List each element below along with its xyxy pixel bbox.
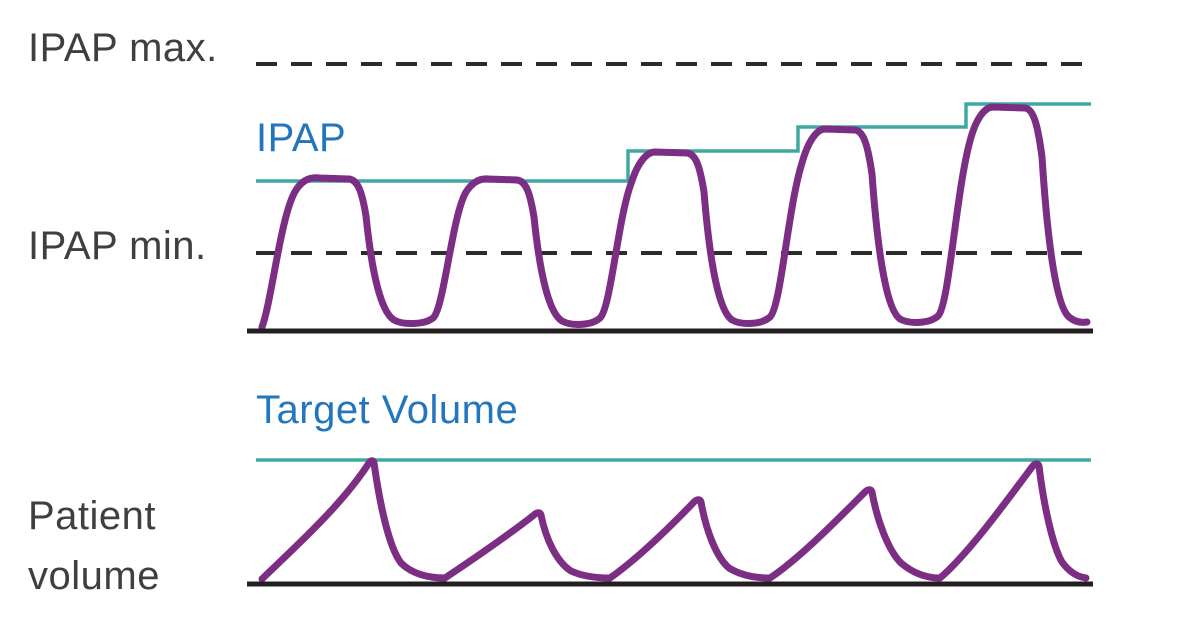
ipap-max-label: IPAP max. bbox=[28, 26, 218, 70]
ipap-step-line bbox=[256, 102, 1091, 183]
pressure-waveform bbox=[258, 103, 1091, 331]
patient-volume-label-line1: Patient bbox=[28, 494, 157, 538]
ipap-min-label: IPAP min. bbox=[28, 224, 207, 268]
patient-volume-label-line2: volume bbox=[28, 554, 160, 598]
ipap-line-label: IPAP bbox=[256, 116, 347, 160]
target-volume-label: Target Volume bbox=[256, 388, 519, 432]
volume-waveform bbox=[258, 457, 1090, 583]
patient-volume-label: Patient volume bbox=[28, 486, 160, 606]
